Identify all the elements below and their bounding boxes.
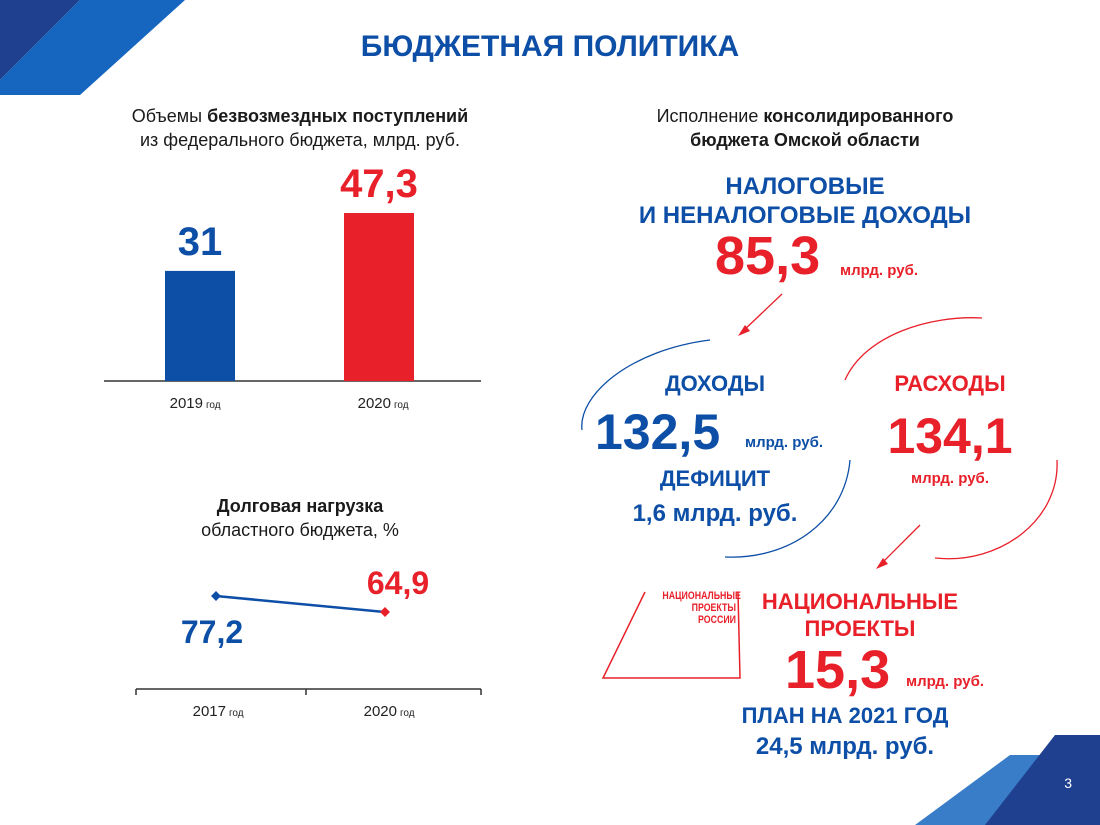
np-line2: ПРОЕКТЫ [804,616,916,641]
np-line1: НАЦИОНАЛЬНЫЕ [761,589,959,614]
debt-point-2020 [380,607,390,617]
transfers-caption-line2: из федерального бюджета, млрд. руб. [139,130,460,150]
tax-income-value: 85,3 [715,226,821,286]
line-tick-2020: 2020 [364,703,397,720]
line-tick-2017: 2017 [193,703,226,720]
page-number: 3 [1064,775,1072,791]
np-label: НАЦИОНАЛЬНЫЕ ПРОЕКТЫ [740,588,980,642]
np-value: 15,3 [785,640,891,700]
income-arc-bottom [724,459,851,558]
transfers-caption-pre: Объемы [131,106,208,126]
consolidated-caption-pre: Исполнение [656,106,764,126]
bar-tick-2019: 2019 [170,395,203,412]
np-logo-text: НАЦИОНАЛЬНЫЕ ПРОЕКТЫ РОССИИ [662,590,740,626]
arrow-tax-to-income [741,293,783,333]
bar-value-label-2020: 47,3 [340,162,418,206]
income-arc-top [581,339,711,431]
corner-shape-bottom-right-front [985,735,1100,825]
line-tick-2020-suffix: год [400,708,415,719]
consolidated-caption: Исполнение консолидированного бюджета Ом… [590,104,1020,152]
np-logo-line3: РОССИИ [698,614,736,626]
deficit-value: 1,6 млрд. руб. [632,500,798,527]
np-logo-line2: ПРОЕКТЫ [691,602,736,614]
arrow-expense-to-np [879,524,921,566]
debt-value-label-2020: 64,9 [367,565,429,601]
expense-label: РАСХОДЫ [894,371,1006,396]
tax-income-unit: млрд. руб. [840,262,919,279]
plan-value: 24,5 млрд. руб. [755,733,935,760]
page-title: БЮДЖЕТНАЯ ПОЛИТИКА [360,30,740,63]
bar-value-label-2019: 31 [178,220,223,264]
debt-caption-line2: областного бюджета, % [201,520,399,540]
bar-tick-2020-suffix: год [394,400,409,411]
expense-unit: млрд. руб. [910,470,989,487]
expense-arc-top [844,317,983,381]
bar-2019 [165,270,235,381]
debt-caption: Долговая нагрузка областного бюджета, % [90,494,510,542]
debt-caption-bold: Долговая нагрузка [216,496,384,516]
income-unit: млрд. руб. [745,434,824,451]
np-logo-line1: НАЦИОНАЛЬНЫЕ [662,590,741,602]
line-tick-2017-suffix: год [229,708,244,719]
expense-arc-bottom [934,459,1058,560]
np-unit: млрд. руб. [906,673,985,690]
deficit-label: ДЕФИЦИТ [659,466,771,491]
tax-income-label: НАЛОГОВЫЕ И НЕНАЛОГОВЫЕ ДОХОДЫ [590,172,1020,230]
debt-value-label-2017: 77,2 [181,614,243,650]
transfers-caption-bold: безвозмездных поступлений [207,106,469,126]
corner-shape-top-left-light [0,0,185,95]
plan-label: ПЛАН НА 2021 ГОД [741,703,949,728]
income-value: 132,5 [595,404,721,460]
arrow-expense-to-np-head [876,558,888,569]
income-label: ДОХОДЫ [664,371,766,396]
np-logo-frame [601,591,741,679]
transfers-caption: Объемы безвозмездных поступлений из феде… [90,104,510,152]
debt-point-2017 [211,591,221,601]
consolidated-caption-bold2: бюджета Омской области [690,130,920,150]
tax-income-line2: И НЕНАЛОГОВЫЕ ДОХОДЫ [638,202,972,229]
tax-income-line1: НАЛОГОВЫЕ [725,173,885,200]
debt-line-series [215,594,386,614]
bar-tick-2019-suffix: год [206,400,221,411]
bar-2020 [344,213,414,381]
expense-value: 134,1 [887,408,1013,464]
bar-tick-2020: 2020 [358,395,391,412]
arrow-tax-to-income-head [738,325,750,336]
consolidated-caption-bold1: консолидированного [763,106,954,126]
